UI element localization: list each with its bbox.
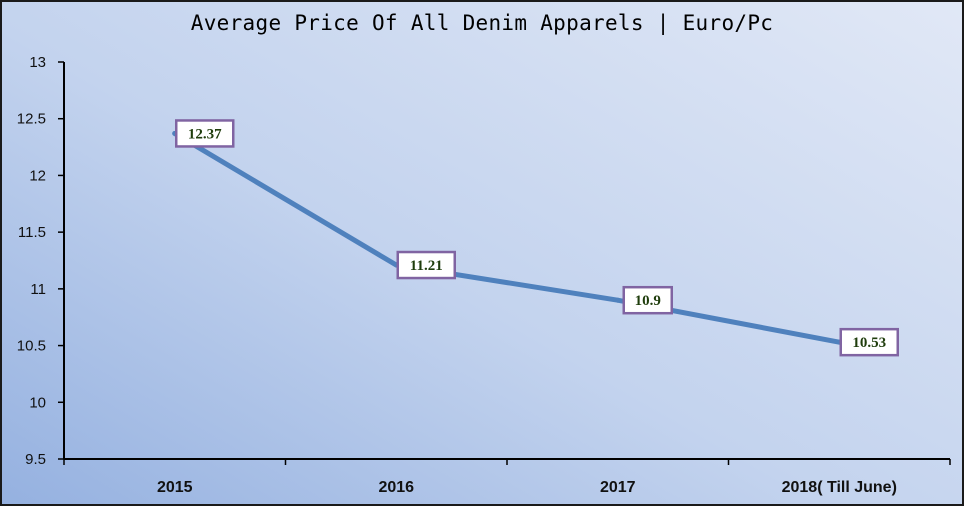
data-label-text: 10.53 (852, 335, 886, 351)
y-tick-label: 10.5 (17, 338, 46, 355)
y-tick-label: 9.5 (25, 451, 46, 468)
data-label: 10.53 (839, 327, 899, 357)
data-label: 11.21 (396, 250, 456, 280)
x-tick-label: 2017 (600, 479, 636, 496)
series-line (172, 130, 842, 345)
y-tick-label: 12 (29, 167, 46, 184)
data-label-box (396, 250, 456, 280)
data-label-text: 12.37 (188, 126, 222, 142)
data-point (615, 297, 621, 303)
x-tick-label: 2015 (157, 479, 193, 496)
y-tick-label: 11 (30, 281, 46, 298)
data-label: 10.9 (622, 285, 673, 315)
y-tick-label: 13 (29, 54, 46, 71)
x-tick-label: 2016 (378, 479, 414, 496)
data-label-text: 11.21 (410, 258, 443, 274)
data-label-box (839, 327, 899, 357)
y-tick-label: 12.5 (17, 111, 46, 128)
data-label-box (622, 285, 673, 315)
data-label: 12.37 (175, 119, 235, 148)
chart-title: Average Price Of All Denim Apparels | Eu… (190, 11, 774, 35)
y-tick-label: 10 (29, 394, 46, 411)
y-tick-label: 11.5 (18, 224, 46, 241)
x-tick-label: 2018( Till June) (782, 479, 897, 496)
data-label-text: 10.9 (635, 293, 661, 309)
data-label-box (175, 119, 235, 148)
